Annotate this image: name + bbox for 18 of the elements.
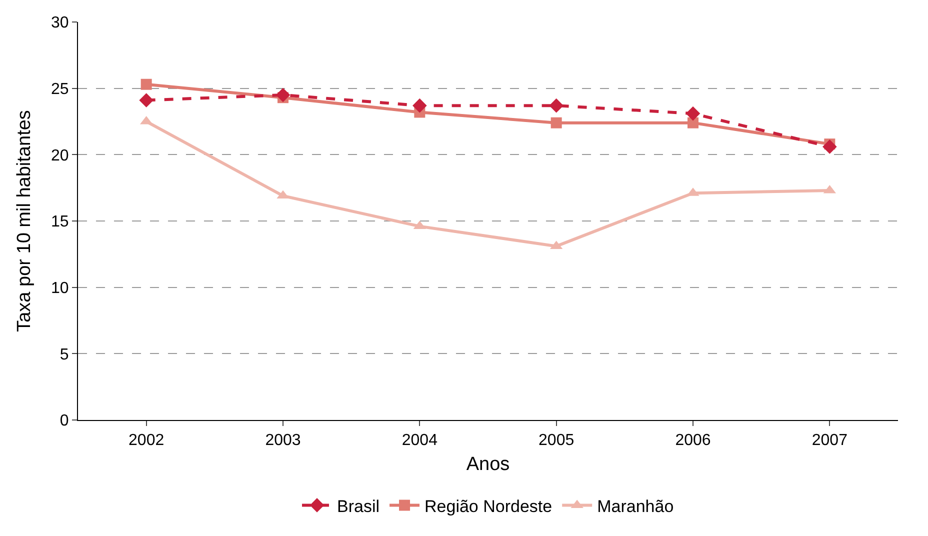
y-axis-title: Taxa por 10 mil habitantes — [14, 110, 35, 332]
x-tick-label: 2002 — [128, 432, 164, 450]
legend-label: Região Nordeste — [424, 496, 552, 516]
y-tick-label: 5 — [60, 346, 69, 364]
y-tick-label: 20 — [51, 147, 69, 164]
x-tick-label: 2003 — [265, 432, 301, 450]
y-tick-label: 15 — [51, 214, 69, 231]
legend-label: Maranhão — [597, 496, 674, 516]
x-tick-label: 2007 — [812, 432, 848, 450]
x-tick-label: 2005 — [538, 432, 574, 450]
y-tick-label: 0 — [60, 412, 69, 430]
x-axis-title: Anos — [466, 454, 510, 475]
legend-label: Brasil — [337, 496, 380, 516]
y-tick-label: 30 — [51, 14, 69, 32]
y-tick-label: 25 — [51, 80, 69, 98]
x-tick-label: 2006 — [675, 432, 711, 450]
y-tick-label: 10 — [51, 280, 69, 297]
x-tick-label: 2004 — [402, 432, 438, 450]
